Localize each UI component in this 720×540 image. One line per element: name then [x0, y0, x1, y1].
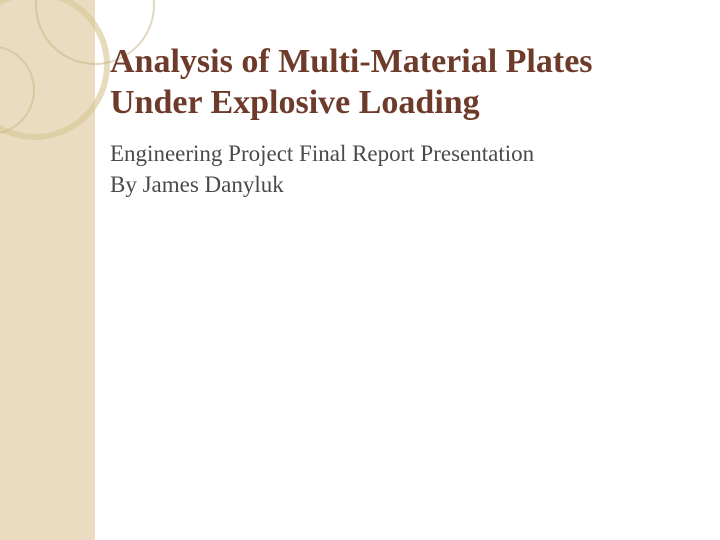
slide-byline: By James Danyluk — [110, 169, 690, 200]
presentation-slide: Analysis of Multi-Material Plates Under … — [0, 0, 720, 540]
slide-title: Analysis of Multi-Material Plates Under … — [110, 42, 690, 124]
slide-content: Analysis of Multi-Material Plates Under … — [110, 42, 690, 200]
left-accent-band — [0, 0, 95, 540]
slide-subtitle: Engineering Project Final Report Present… — [110, 138, 690, 169]
